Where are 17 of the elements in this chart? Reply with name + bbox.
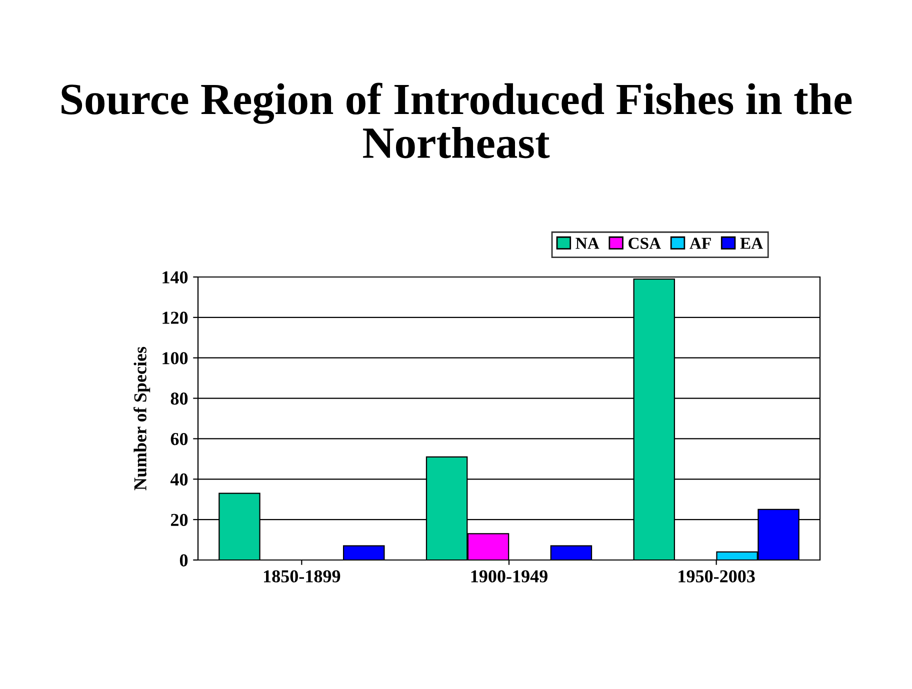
y-axis-title: Number of Species <box>134 346 150 490</box>
y-tick-label: 60 <box>170 432 188 446</box>
y-tick-label: 140 <box>162 271 188 284</box>
legend-label: CSA <box>628 238 661 249</box>
y-tick-label: 40 <box>170 473 188 486</box>
chart-title: Source Region of Introduced Fishes in the Northeast <box>62 82 852 158</box>
y-tick-label: 80 <box>170 392 188 405</box>
y-tick-label: 0 <box>180 554 188 566</box>
y-tick-label: 20 <box>170 514 188 526</box>
x-tick-label: 1850-1899 <box>264 570 340 582</box>
x-tick-label: 1950-2003 <box>678 570 755 582</box>
y-tick-label: 120 <box>162 312 188 324</box>
legend-label: AF <box>690 238 711 249</box>
x-tick-label: 1900-1949 <box>471 570 548 582</box>
legend-label: NA <box>576 238 600 249</box>
legend-label: EA <box>740 238 764 249</box>
y-tick-label: 100 <box>162 352 188 364</box>
